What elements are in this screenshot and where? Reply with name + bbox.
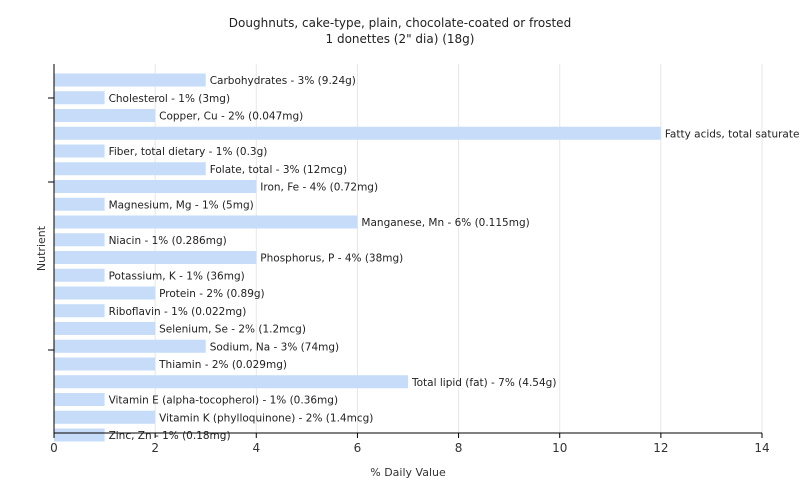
bar-label: Copper, Cu - 2% (0.047mg) [159,111,303,123]
bar [54,91,105,105]
x-tick-label: 6 [354,441,362,455]
bar [54,215,358,229]
x-tick-label: 0 [50,441,58,455]
bar-label: Potassium, K - 1% (36mg) [109,270,245,282]
bar [54,322,156,335]
bar-label: Manganese, Mn - 6% (0.115mg) [361,217,529,229]
bar [54,144,105,158]
bar-label: Total lipid (fat) - 7% (4.54g) [411,377,556,389]
bar [54,197,105,211]
bar [54,357,156,371]
bar [54,286,156,300]
bar [54,304,105,318]
bar [54,109,156,122]
bar-label: Zinc, Zn - 1% (0.18mg) [109,430,231,442]
x-tick-label: 10 [552,441,567,455]
bar-label: Carbohydrates - 3% (9.24g) [210,75,356,87]
bar [54,162,206,176]
bar-label: Vitamin K (phylloquinone) - 2% (1.4mcg) [159,412,373,424]
bar [54,393,105,406]
x-tick-label: 12 [653,441,668,455]
bar-label: Phosphorus, P - 4% (38mg) [260,253,403,265]
bar [54,126,661,140]
bar [54,233,105,247]
x-tick-label: 14 [754,441,769,455]
bar-label: Cholesterol - 1% (3mg) [109,93,231,105]
bar-label: Selenium, Se - 2% (1.2mcg) [159,324,306,336]
bar [54,428,105,442]
bar [54,180,257,193]
bar-label: Iron, Fe - 4% (0.72mg) [260,182,378,194]
bar-label: Folate, total - 3% (12mcg) [210,164,347,176]
bar [54,73,206,87]
chart-title-block: Doughnuts, cake-type, plain, chocolate-c… [0,15,800,47]
bar-label: Thiamin - 2% (0.029mg) [158,359,287,371]
bar [54,251,257,264]
chart-title: Doughnuts, cake-type, plain, chocolate-c… [228,16,572,30]
bar [54,375,408,389]
bars-group [54,73,661,442]
grid-lines [154,64,763,433]
bar [54,410,156,424]
x-axis-label: % Daily Value [370,466,446,479]
bar-label: Fatty acids, total saturated - 12% (2.42… [665,128,800,140]
bar-label: Protein - 2% (0.89g) [159,288,265,300]
bar-label: Vitamin E (alpha-tocopherol) - 1% (0.36m… [109,395,338,407]
bar-labels-group: Carbohydrates - 3% (9.24g) Cholesterol - … [109,75,800,442]
bar-label: Fiber, total dietary - 1% (0.3g) [109,146,268,158]
y-axis-label: Nutrient [35,225,48,271]
chart-subtitle: 1 donettes (2" dia) (18g) [325,32,475,46]
x-tick-label: 8 [455,441,463,455]
x-tick-label: 4 [252,441,260,455]
axes-group: 0 2 4 6 8 10 12 14 [48,64,770,455]
x-tick-label: 2 [151,441,159,455]
bar-label: Niacin - 1% (0.286mg) [109,235,227,247]
bar-label: Magnesium, Mg - 1% (5mg) [109,199,254,211]
bar-label: Sodium, Na - 3% (74mg) [210,341,339,353]
plot-area [54,64,762,433]
bar [54,268,105,282]
plot-background [54,64,762,433]
bar-label: Riboflavin - 1% (0.022mg) [109,306,247,318]
bar [54,339,206,353]
